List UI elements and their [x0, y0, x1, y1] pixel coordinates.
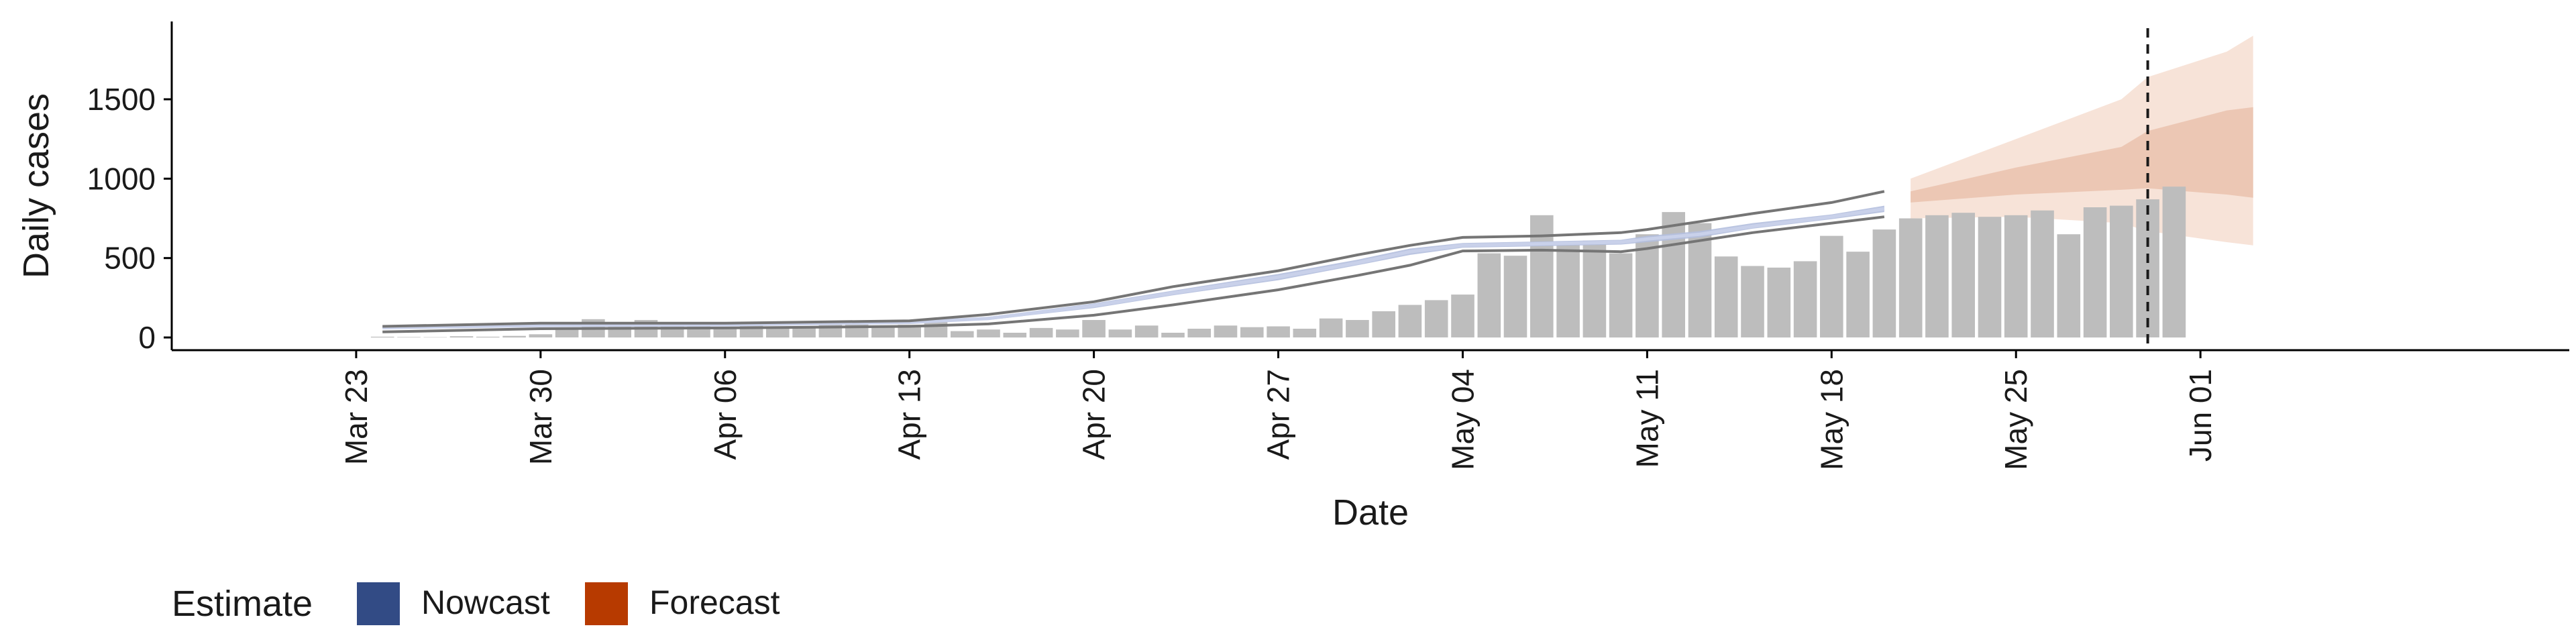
legend: Estimate Nowcast Forecast — [172, 582, 780, 625]
bar — [1872, 229, 1896, 338]
x-tick-label: May 11 — [1629, 369, 1664, 468]
bar — [1108, 329, 1132, 337]
bar — [2057, 234, 2081, 338]
bar — [1503, 256, 1527, 338]
y-tick-label: 500 — [104, 241, 156, 276]
axes-layer — [170, 21, 2569, 352]
bar — [713, 327, 737, 338]
bar — [1951, 213, 1975, 337]
bar — [1477, 253, 1501, 338]
bar — [1662, 212, 1685, 338]
nowcast-lower-line — [382, 215, 1885, 333]
bar — [1003, 333, 1027, 338]
x-axis-title: Date — [1332, 492, 1409, 533]
bar — [2004, 215, 2028, 338]
bar — [529, 334, 553, 337]
bars-layer — [370, 186, 2186, 338]
bar — [1161, 333, 1185, 338]
bar — [1082, 320, 1106, 337]
legend-swatch-forecast — [585, 582, 628, 625]
x-tick-label: Apr 06 — [708, 369, 743, 460]
bar — [1820, 235, 1843, 338]
bar — [766, 327, 790, 338]
bar — [898, 325, 921, 337]
x-tick-label: Mar 23 — [339, 369, 374, 465]
bar — [1582, 240, 1607, 338]
bar — [1372, 311, 1395, 338]
x-tick-label: Jun 01 — [2183, 369, 2218, 462]
bar — [1846, 252, 1870, 337]
bar — [1214, 325, 1238, 338]
bar — [2083, 207, 2107, 338]
bar — [660, 325, 684, 337]
bar — [1293, 329, 1317, 337]
x-tick-label: Apr 13 — [892, 369, 927, 460]
bar — [1609, 253, 1633, 338]
bar — [1925, 215, 1949, 338]
bar — [1635, 234, 1659, 338]
bar — [555, 329, 579, 337]
bar — [1240, 327, 1264, 338]
bar — [1767, 267, 1791, 338]
y-tick-label: 1500 — [87, 82, 156, 117]
legend-title: Estimate — [172, 584, 313, 624]
nowcast-layer — [382, 190, 1885, 333]
bar — [1451, 294, 1474, 337]
bar — [1556, 242, 1580, 337]
nowcast-upper-line — [382, 190, 1885, 328]
bar — [1741, 266, 1764, 337]
x-ticks: Mar 23 Mar 30 Apr 06 Apr 13 Apr 20 Apr 27 May … — [339, 350, 2218, 470]
bar — [1398, 305, 1422, 337]
bar — [1978, 217, 2002, 338]
bar — [2110, 205, 2133, 338]
bar — [449, 336, 474, 338]
y-axis-title: Daily cases — [16, 93, 56, 278]
bar — [977, 329, 1000, 337]
x-tick-label: Apr 27 — [1261, 369, 1296, 460]
x-tick-label: Mar 30 — [523, 369, 558, 465]
legend-label-nowcast: Nowcast — [421, 584, 550, 621]
bar — [792, 326, 816, 338]
x-tick-label: May 18 — [1814, 369, 1849, 470]
bar — [1714, 256, 1738, 337]
bar — [1898, 218, 1923, 337]
bar — [502, 335, 526, 338]
bar — [2162, 186, 2186, 338]
y-tick-label: 1000 — [87, 161, 156, 196]
x-tick-label: May 04 — [1446, 369, 1481, 470]
forecast-inner-band — [1911, 107, 2253, 203]
legend-label-forecast: Forecast — [649, 584, 780, 621]
bar — [951, 331, 974, 338]
bar — [423, 337, 447, 338]
bar — [845, 323, 869, 338]
bar — [1187, 329, 1211, 337]
x-tick-label: May 25 — [1998, 369, 2033, 470]
nowcast-mid-line — [382, 207, 1885, 329]
bar — [2031, 210, 2054, 338]
bar — [1346, 320, 1369, 337]
bar — [1056, 329, 1079, 337]
bar — [871, 325, 895, 338]
bar — [1424, 300, 1448, 337]
y-tick-label: 0 — [138, 320, 156, 355]
bar — [1319, 318, 1343, 338]
y-ticks: 0 500 1000 1500 — [87, 82, 172, 355]
bar — [1793, 261, 1817, 337]
bar — [1134, 325, 1159, 338]
bar — [1530, 215, 1554, 338]
bar — [1029, 327, 1053, 338]
bar — [1267, 326, 1290, 338]
bar — [2136, 199, 2159, 337]
legend-swatch-nowcast — [357, 582, 400, 625]
x-tick-label: Apr 20 — [1077, 369, 1112, 460]
